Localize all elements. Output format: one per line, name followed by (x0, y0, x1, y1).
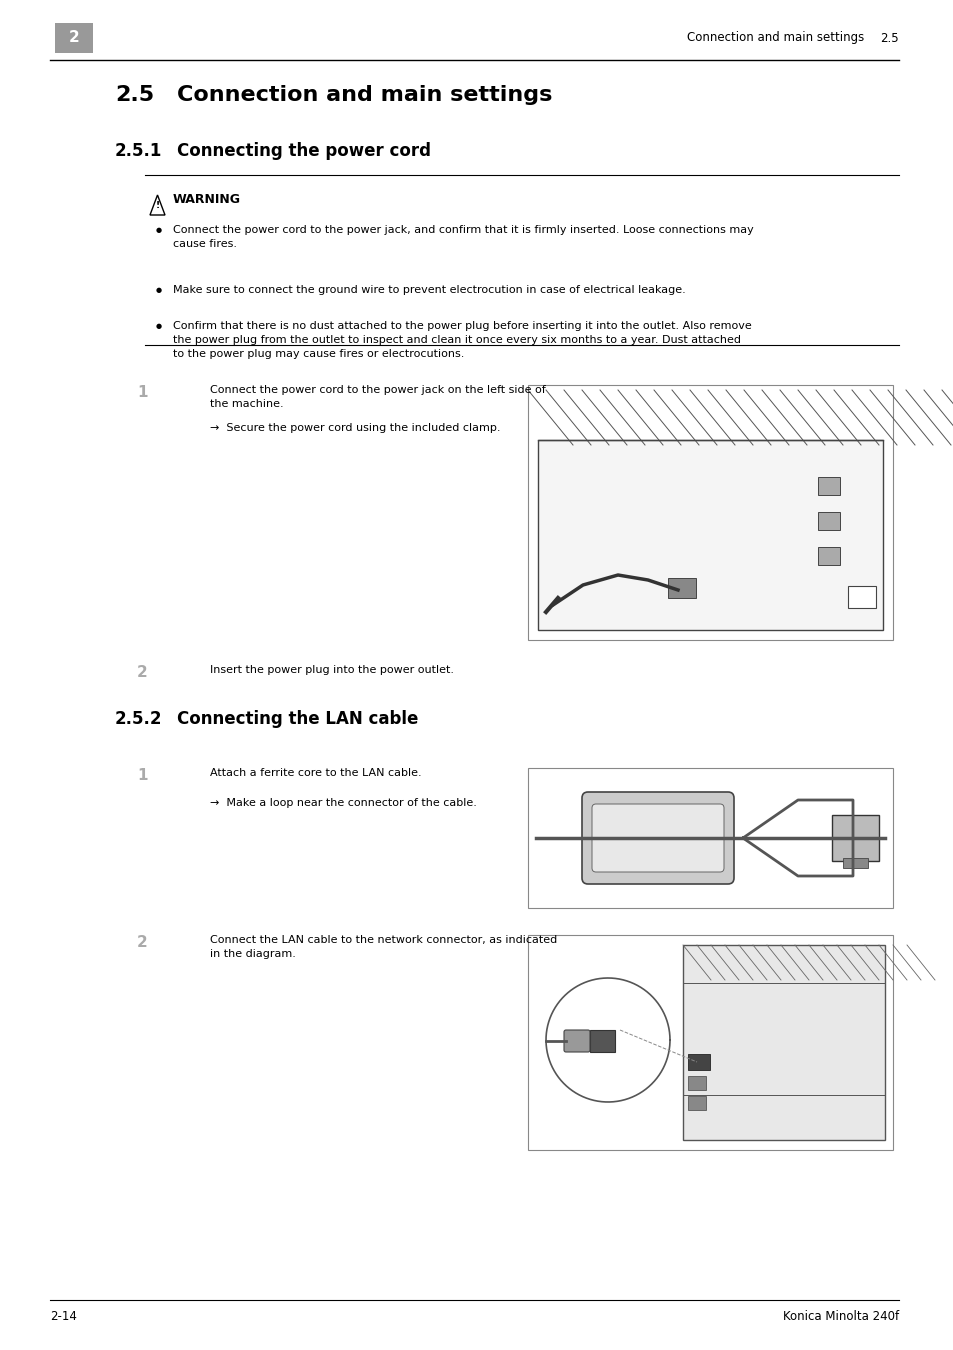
Text: 2.5: 2.5 (880, 31, 898, 45)
Bar (687, 1076, 705, 1089)
Bar (817, 512, 840, 531)
Bar (687, 1096, 705, 1110)
Bar (847, 586, 875, 608)
Bar (527, 936, 892, 1150)
Bar (687, 1054, 709, 1071)
Text: 2.5.1: 2.5.1 (115, 142, 162, 161)
FancyBboxPatch shape (831, 815, 878, 861)
Bar (817, 547, 840, 566)
Text: 1: 1 (137, 768, 148, 783)
Bar (667, 578, 696, 598)
FancyBboxPatch shape (563, 1030, 589, 1052)
Text: Konica Minolta 240f: Konica Minolta 240f (782, 1310, 898, 1323)
Text: 2.5.2: 2.5.2 (115, 710, 162, 728)
Text: WARNING: WARNING (172, 193, 241, 207)
Bar (817, 477, 840, 495)
Text: →  Secure the power cord using the included clamp.: → Secure the power cord using the includ… (210, 423, 500, 433)
Text: Attach a ferrite core to the LAN cable.: Attach a ferrite core to the LAN cable. (210, 768, 421, 778)
Text: Confirm that there is no dust attached to the power plug before inserting it int: Confirm that there is no dust attached t… (172, 321, 751, 359)
Text: →  Make a loop near the connector of the cable.: → Make a loop near the connector of the … (210, 798, 476, 809)
Text: !: ! (155, 201, 159, 209)
Bar (589, 1030, 615, 1052)
Text: 2: 2 (137, 666, 148, 680)
Text: Connecting the power cord: Connecting the power cord (177, 142, 431, 161)
Text: Insert the power plug into the power outlet.: Insert the power plug into the power out… (210, 666, 454, 675)
Text: Connect the power cord to the power jack on the left side of
the machine.: Connect the power cord to the power jack… (210, 385, 545, 409)
Text: ●: ● (155, 288, 162, 293)
Bar (527, 385, 892, 640)
Bar (527, 768, 892, 909)
FancyBboxPatch shape (581, 792, 733, 884)
Text: Connecting the LAN cable: Connecting the LAN cable (177, 710, 418, 728)
FancyBboxPatch shape (592, 805, 723, 872)
Text: 2: 2 (137, 936, 148, 950)
Text: Connection and main settings: Connection and main settings (686, 31, 863, 45)
Text: Make sure to connect the ground wire to prevent electrocution in case of electri: Make sure to connect the ground wire to … (172, 285, 685, 296)
Text: 2: 2 (69, 31, 79, 46)
Text: 2-14: 2-14 (50, 1310, 77, 1323)
Bar (682, 945, 884, 1139)
Text: ●: ● (155, 227, 162, 234)
Text: Connect the LAN cable to the network connector, as indicated
in the diagram.: Connect the LAN cable to the network con… (210, 936, 557, 960)
Text: ●: ● (155, 323, 162, 329)
Text: 1: 1 (137, 385, 148, 400)
Bar (537, 440, 882, 630)
Bar (55, 23, 92, 53)
Bar (842, 859, 867, 868)
Text: Connection and main settings: Connection and main settings (177, 85, 552, 105)
Text: Connect the power cord to the power jack, and confirm that it is firmly inserted: Connect the power cord to the power jack… (172, 225, 753, 248)
Text: 2.5: 2.5 (115, 85, 154, 105)
